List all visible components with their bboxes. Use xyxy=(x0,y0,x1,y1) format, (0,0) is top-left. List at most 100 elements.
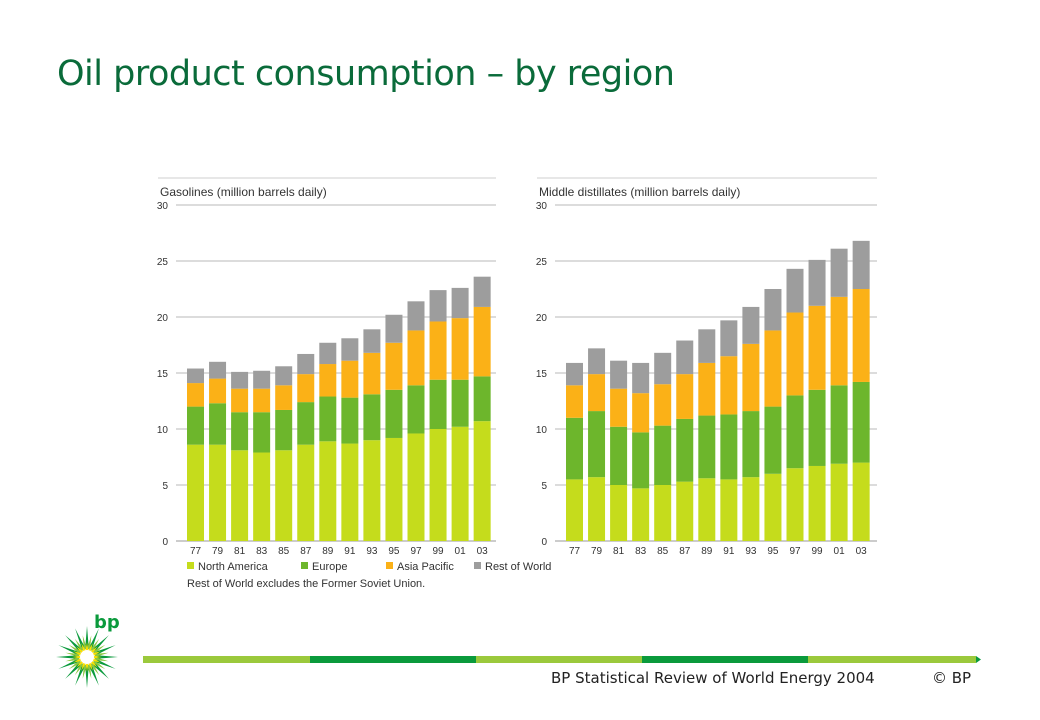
bar-rest-of-world xyxy=(676,340,694,375)
legend-swatch-north-america xyxy=(187,562,194,569)
bar-north-america xyxy=(297,444,315,541)
helios-petal-middle xyxy=(74,638,84,652)
bar-north-america xyxy=(209,444,227,541)
helios-petal-outer xyxy=(85,626,89,648)
y-tick-label: 15 xyxy=(536,369,548,380)
x-tick-label: 81 xyxy=(234,546,246,557)
bar-asia-pacific xyxy=(698,362,716,416)
bar-asia-pacific xyxy=(786,312,804,396)
bar-asia-pacific xyxy=(297,374,315,403)
y-tick-label: 25 xyxy=(157,257,169,268)
x-tick-label: 83 xyxy=(256,546,268,557)
x-tick-label: 79 xyxy=(591,546,603,557)
helios-petal-middle xyxy=(68,660,82,670)
bar-europe xyxy=(451,379,469,427)
x-tick-label: 85 xyxy=(657,546,669,557)
x-tick-label: 97 xyxy=(410,546,422,557)
bar-asia-pacific xyxy=(632,393,650,433)
footer-source: BP Statistical Review of World Energy 20… xyxy=(551,669,875,687)
bar-europe xyxy=(363,394,381,441)
bar-asia-pacific xyxy=(253,388,271,413)
bar-europe xyxy=(610,426,628,485)
bar-asia-pacific xyxy=(429,321,447,380)
bar-rest-of-world xyxy=(187,368,204,384)
bar-rest-of-world xyxy=(698,329,716,363)
bar-north-america xyxy=(275,450,293,541)
bar-rest-of-world xyxy=(742,306,760,344)
bar-north-america xyxy=(385,437,403,541)
bar-europe xyxy=(764,406,782,474)
x-tick-label: 03 xyxy=(856,546,868,557)
helios-petal-middle xyxy=(74,662,84,676)
helios-petal-inner xyxy=(92,655,102,659)
footer-bar-seg-1 xyxy=(143,656,310,663)
bar-rest-of-world xyxy=(385,314,403,343)
legend-swatch-europe xyxy=(301,562,308,569)
x-tick-label: 91 xyxy=(723,546,735,557)
bar-europe xyxy=(632,432,650,489)
helios-petal-outer xyxy=(58,659,79,669)
helios-petal-middle xyxy=(94,657,109,662)
bar-europe xyxy=(275,409,293,451)
bar-north-america xyxy=(363,440,381,541)
x-tick-label: 83 xyxy=(635,546,647,557)
bar-north-america xyxy=(698,478,716,541)
helios-petal-inner xyxy=(90,660,98,668)
helios-petal-outer xyxy=(89,628,99,649)
y-tick-label: 20 xyxy=(536,313,548,324)
helios-petal-outer xyxy=(96,655,118,659)
bar-europe xyxy=(588,411,606,478)
bar-asia-pacific xyxy=(187,383,204,407)
bar-asia-pacific xyxy=(588,374,606,412)
bar-north-america xyxy=(473,421,491,541)
helios-petal-outer xyxy=(75,665,85,686)
helios-petal-middle xyxy=(82,635,87,650)
bar-north-america xyxy=(610,485,628,541)
bar-asia-pacific xyxy=(830,296,848,386)
bar-asia-pacific xyxy=(742,343,760,412)
x-tick-label: 95 xyxy=(388,546,400,557)
bar-rest-of-world xyxy=(610,360,628,389)
footer-copyright: © BP xyxy=(932,669,972,687)
y-tick-label: 10 xyxy=(536,425,548,436)
x-tick-label: 99 xyxy=(811,546,823,557)
helios-petal-inner xyxy=(85,662,89,672)
x-tick-label: 77 xyxy=(569,546,581,557)
bar-north-america xyxy=(407,433,425,541)
helios-center xyxy=(80,650,94,664)
bar-asia-pacific xyxy=(764,330,782,407)
x-tick-label: 99 xyxy=(432,546,444,557)
bar-rest-of-world xyxy=(407,301,425,331)
bar-europe xyxy=(698,415,716,479)
bar-rest-of-world xyxy=(764,289,782,331)
helios-petal-middle xyxy=(82,664,87,679)
helios-petal-inner xyxy=(85,642,89,652)
bar-rest-of-world xyxy=(451,287,469,319)
bar-rest-of-world xyxy=(319,342,337,365)
x-tick-label: 93 xyxy=(366,546,378,557)
helios-petal-inner xyxy=(76,646,84,654)
x-tick-label: 89 xyxy=(322,546,334,557)
bar-europe xyxy=(720,414,738,480)
slide-title: Oil product consumption – by region xyxy=(57,54,675,94)
bar-north-america xyxy=(852,462,870,541)
helios-petal-outer xyxy=(85,666,89,688)
helios-petal-middle xyxy=(87,664,92,679)
bar-north-america xyxy=(566,479,583,541)
bar-europe xyxy=(808,389,826,466)
y-tick-label: 0 xyxy=(162,537,168,548)
helios-petal-middle xyxy=(65,657,80,662)
bp-wordmark: bp xyxy=(94,612,120,633)
x-tick-label: 91 xyxy=(344,546,356,557)
bar-rest-of-world xyxy=(363,329,381,353)
bar-europe xyxy=(852,381,870,463)
bar-rest-of-world xyxy=(588,348,606,375)
bar-europe xyxy=(297,402,315,445)
helios-petal-middle xyxy=(90,638,100,652)
bar-north-america xyxy=(319,441,337,541)
bar-north-america xyxy=(830,463,848,541)
footer-bar-seg-2 xyxy=(310,656,476,663)
bar-rest-of-world xyxy=(209,361,227,379)
legend-note: Rest of World excludes the Former Soviet… xyxy=(187,578,425,590)
bar-asia-pacific xyxy=(610,388,628,427)
